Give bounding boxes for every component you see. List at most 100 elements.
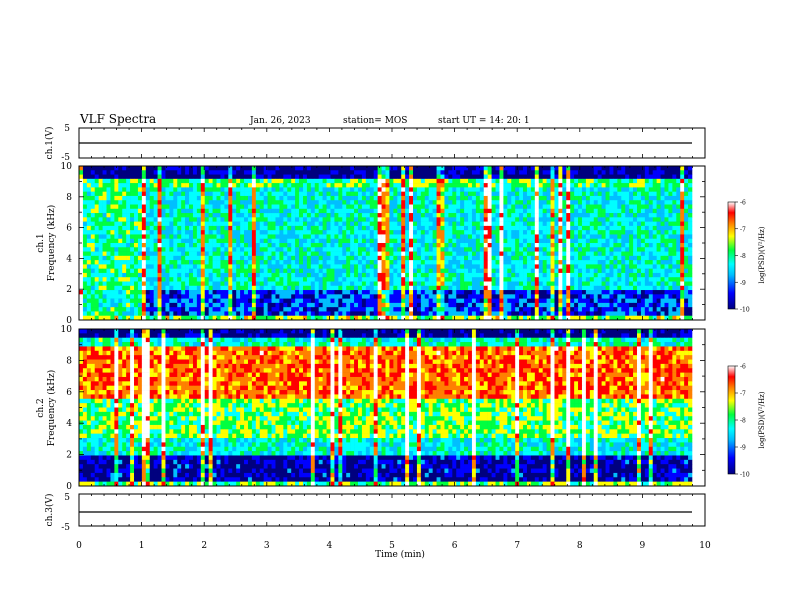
spectrogram-cell	[255, 285, 261, 291]
spectrogram-cell	[597, 268, 602, 274]
spectrogram-cell	[102, 170, 107, 175]
spectrogram-cell	[413, 178, 418, 184]
spectrogram-cell	[192, 260, 198, 265]
spectrogram-cell	[165, 238, 170, 244]
spectrogram-cell	[558, 290, 563, 295]
spectrogram-cell	[629, 221, 634, 227]
spectrogram-cell	[432, 272, 437, 278]
spectrogram-cell	[255, 234, 261, 240]
spectrogram-cell	[247, 272, 253, 278]
spectrogram-cell	[495, 277, 500, 282]
spectrogram-cell	[475, 166, 481, 171]
spectrogram-cell	[487, 221, 492, 227]
spectrogram-cell	[357, 225, 363, 231]
spectrogram-cell	[566, 174, 571, 180]
spectrogram-cell	[440, 234, 445, 240]
spectrogram-cell	[448, 195, 453, 201]
spectrogram-cell	[479, 277, 485, 282]
spectrogram-cell	[177, 170, 182, 175]
spectrogram-cell	[361, 200, 367, 205]
spectrogram-cell	[676, 217, 681, 222]
spectrogram-cell	[181, 213, 186, 218]
spectrogram-cell	[255, 191, 261, 197]
spectrogram-cell	[672, 255, 677, 261]
spectrogram-cell	[306, 217, 312, 222]
spectrogram-cell	[668, 221, 673, 227]
spectrogram-cell	[149, 213, 154, 218]
spectrogram-cell	[314, 272, 319, 278]
spectrogram-cell	[605, 191, 610, 197]
spectrogram-cell	[475, 195, 481, 201]
spectrogram-cell	[393, 200, 398, 205]
spectrogram-cell	[130, 281, 135, 287]
spectrogram-cell	[495, 268, 500, 274]
spectrogram-cell	[189, 285, 194, 291]
spectrogram-cell	[200, 247, 206, 252]
spectrogram-cell	[141, 195, 147, 201]
spectrogram-cell	[334, 217, 339, 222]
spectrogram-cell	[149, 255, 154, 261]
spectrogram-cell	[279, 200, 284, 205]
spectrogram-cell	[232, 225, 237, 231]
spectrogram-cell	[652, 187, 657, 192]
spectrogram-cell	[342, 294, 347, 299]
spectrogram-cell	[405, 247, 410, 252]
spectrogram-cell	[342, 191, 347, 197]
spectrogram-cell	[385, 230, 390, 235]
spectrogram-cell	[86, 251, 92, 257]
spectrogram-cell	[200, 204, 206, 210]
spectrogram-cell	[558, 183, 563, 188]
spectrogram-cell	[550, 221, 555, 227]
spectrogram-cell	[346, 217, 351, 222]
spectrogram-cell	[495, 195, 500, 201]
spectrogram-cell	[554, 247, 559, 252]
spectrogram-cell	[130, 191, 135, 197]
spectrogram-cell	[507, 277, 512, 282]
spectrogram-cell	[118, 281, 123, 287]
spectrogram-cell	[130, 204, 135, 210]
spectrogram-cell	[538, 170, 543, 175]
spectrogram-cell	[82, 247, 88, 252]
spectrogram-cell	[145, 255, 151, 261]
spectrogram-cell	[664, 255, 669, 261]
spectrogram-cell	[165, 290, 170, 295]
spectrogram-cell	[648, 170, 654, 175]
spectrogram-cell	[361, 281, 367, 287]
spectrogram-cell	[322, 264, 327, 269]
spectrogram-cell	[464, 260, 469, 265]
spectrogram-cell	[373, 213, 378, 218]
spectrogram-cell	[192, 251, 198, 257]
spectrogram-cell	[295, 234, 300, 240]
spectrogram-cell	[326, 260, 331, 265]
spectrogram-cell	[495, 255, 500, 261]
spectrogram-cell	[236, 208, 241, 214]
spectrogram-cell	[169, 272, 174, 278]
spectrogram-cell	[283, 285, 288, 291]
spectrogram-cell	[145, 204, 151, 210]
spectrogram-cell	[130, 290, 135, 295]
spectrogram-cell	[581, 277, 587, 282]
spectrogram-cell	[161, 195, 166, 201]
spectrogram-cell	[302, 200, 308, 205]
spectrogram-cell	[440, 260, 445, 265]
spectrogram-cell	[204, 204, 209, 210]
spectrogram-cell	[660, 230, 665, 235]
spectrogram-cell	[318, 234, 323, 240]
spectrogram-cell	[185, 170, 190, 175]
spectrogram-cell	[570, 247, 575, 252]
spectrogram-cell	[208, 264, 213, 269]
spectrogram-cell	[589, 255, 595, 261]
spectrogram-cell	[609, 285, 614, 291]
spectrogram-cell	[302, 272, 308, 278]
spectrogram-cell	[94, 294, 99, 299]
spectrogram-cell	[291, 264, 296, 269]
spectrogram-cell	[130, 247, 135, 252]
spectrogram-cell	[460, 204, 465, 210]
spectrogram-cell	[409, 272, 414, 278]
spectrogram-cell	[448, 213, 453, 218]
spectrogram-cell	[189, 277, 194, 282]
spectrogram-cell	[82, 264, 88, 269]
spectrogram-cell	[397, 264, 402, 269]
spectrogram-cell	[94, 208, 99, 214]
spectrogram-cell	[224, 290, 229, 295]
